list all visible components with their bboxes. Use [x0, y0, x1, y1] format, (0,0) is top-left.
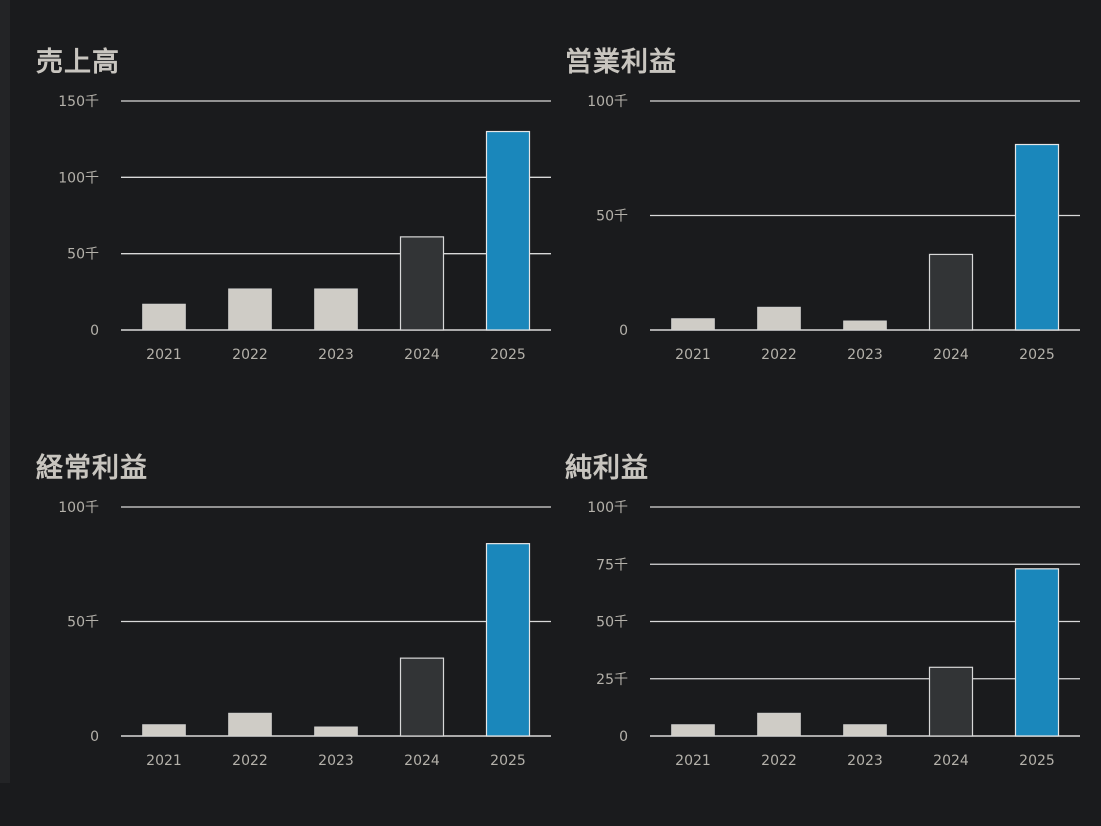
- x-tick-label: 2025: [1019, 753, 1055, 769]
- y-tick-label: 0: [90, 323, 99, 339]
- chart-title: 売上高: [36, 47, 120, 78]
- x-tick-label: 2022: [761, 347, 797, 363]
- y-tick-label: 75千: [596, 557, 628, 573]
- bar-2022[interactable]: [757, 712, 801, 737]
- x-tick-label: 2024: [933, 347, 969, 363]
- x-tick-label: 2025: [490, 753, 526, 769]
- bar-2023[interactable]: [314, 726, 358, 737]
- bar-2025[interactable]: [485, 130, 531, 331]
- chart-panel-net-profit: 純利益 0 25千 50千 75千 100千 2021 2022 2023 2024 2025: [565, 446, 1101, 826]
- x-tick-label: 2022: [761, 753, 797, 769]
- x-tick-label: 2025: [490, 347, 526, 363]
- x-tick-label: 2024: [933, 753, 969, 769]
- bar-2024[interactable]: [399, 236, 445, 331]
- bar-2025[interactable]: [1014, 568, 1060, 737]
- y-tick-label: 100千: [587, 500, 628, 516]
- y-tick-label: 100千: [58, 170, 99, 186]
- x-tick-label: 2023: [318, 347, 354, 363]
- bar-2021[interactable]: [142, 303, 186, 331]
- y-tick-label: 0: [619, 323, 628, 339]
- y-tick-label: 100千: [587, 94, 628, 110]
- x-tick-label: 2022: [232, 753, 268, 769]
- x-tick-label: 2021: [675, 347, 711, 363]
- bar-2023[interactable]: [843, 724, 887, 737]
- bar-2021[interactable]: [142, 724, 186, 737]
- bar-2023[interactable]: [843, 320, 887, 331]
- bar-2025[interactable]: [485, 543, 531, 737]
- bar-2021[interactable]: [671, 318, 715, 331]
- chart-ordinary-profit: 0 50千 100千 2021 2022 2023 2024 2025: [58, 500, 551, 769]
- x-tick-label: 2024: [404, 753, 440, 769]
- chart-title: 経常利益: [36, 453, 148, 484]
- y-tick-label: 50千: [596, 615, 628, 631]
- y-tick-label: 0: [90, 729, 99, 745]
- y-tick-label: 100千: [58, 500, 99, 516]
- x-tick-label: 2023: [847, 347, 883, 363]
- bar-2021[interactable]: [671, 724, 715, 737]
- x-tick-label: 2021: [675, 753, 711, 769]
- bar-2022[interactable]: [757, 306, 801, 331]
- y-tick-label: 25千: [596, 672, 628, 688]
- bar-2024[interactable]: [928, 666, 974, 737]
- x-tick-label: 2024: [404, 347, 440, 363]
- x-tick-label: 2025: [1019, 347, 1055, 363]
- bar-2022[interactable]: [228, 712, 272, 737]
- bar-2024[interactable]: [928, 253, 974, 331]
- x-tick-label: 2023: [847, 753, 883, 769]
- y-tick-label: 50千: [67, 615, 99, 631]
- y-tick-label: 50千: [596, 209, 628, 225]
- chart-panel-sales: 売上高 0 50千 100千 150千 2021 2022 2023 2024 2025: [36, 40, 576, 420]
- y-tick-label: 50千: [67, 247, 99, 263]
- chart-title: 純利益: [565, 453, 649, 484]
- x-tick-label: 2022: [232, 347, 268, 363]
- bar-2023[interactable]: [314, 288, 358, 331]
- chart-title: 営業利益: [565, 47, 677, 78]
- chart-sales: 0 50千 100千 150千 2021 2022 2023 2024 2025: [58, 94, 551, 363]
- bar-2022[interactable]: [228, 288, 272, 331]
- chart-operating-profit: 0 50千 100千 2021 2022 2023 2024 2025: [587, 94, 1080, 363]
- chart-net-profit: 0 25千 50千 75千 100千 2021 2022 2023 2024 2025: [587, 500, 1080, 769]
- x-tick-label: 2021: [146, 753, 182, 769]
- chart-panel-ordinary-profit: 経常利益 0 50千 100千 2021 2022 2023 2024 2025: [36, 446, 576, 826]
- bar-2025[interactable]: [1014, 143, 1060, 331]
- chart-panel-operating-profit: 営業利益 0 50千 100千 2021 2022 2023 2024 2025: [565, 40, 1101, 420]
- bar-2024[interactable]: [399, 657, 445, 737]
- left-edge-strip: [0, 0, 10, 783]
- x-tick-label: 2021: [146, 347, 182, 363]
- x-tick-label: 2023: [318, 753, 354, 769]
- y-tick-label: 0: [619, 729, 628, 745]
- y-tick-label: 150千: [58, 94, 99, 110]
